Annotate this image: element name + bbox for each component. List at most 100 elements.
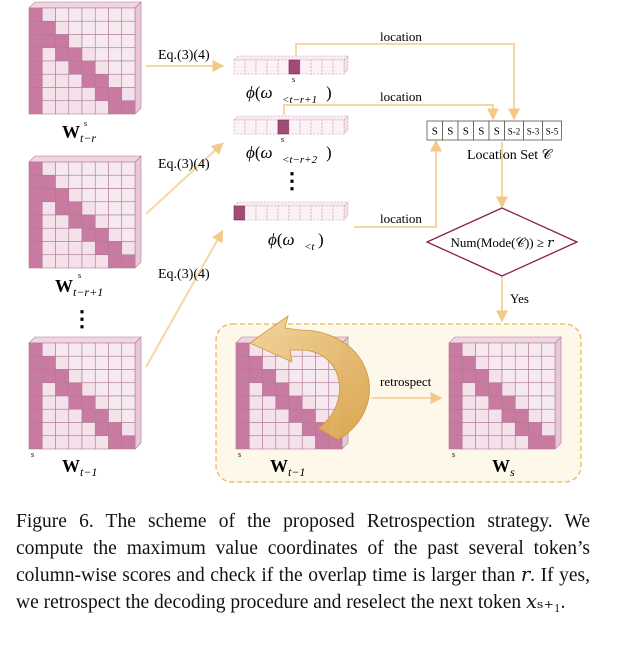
matrix-cell — [108, 7, 123, 22]
matrix-top — [28, 336, 142, 344]
matrix-cell — [55, 73, 70, 88]
vector-cell — [244, 119, 257, 135]
svg-text:): ) — [318, 230, 324, 249]
svg-text:W: W — [270, 456, 288, 476]
matrix-cell — [28, 435, 43, 450]
matrix-cell — [41, 100, 56, 115]
matrix-cell — [41, 408, 56, 423]
matrix-cell — [275, 435, 290, 450]
matrix-cell — [121, 408, 136, 423]
matrix-cell — [28, 87, 43, 102]
eq-label-2: Eq.(3)(4) — [158, 157, 210, 172]
svg-text:ϕ(ω: ϕ(ω — [246, 143, 273, 162]
matrix-cell — [68, 201, 83, 216]
matrix-cell — [28, 241, 43, 256]
matrix-cell — [528, 355, 543, 370]
matrix-cell — [121, 73, 136, 88]
matrix-cell — [448, 342, 463, 357]
matrix-cell — [55, 188, 70, 203]
matrix-cell — [248, 395, 263, 410]
matrix-cell — [288, 382, 303, 397]
matrix-cell — [28, 422, 43, 437]
matrix-cell — [94, 60, 109, 75]
matrix-cell — [81, 382, 96, 397]
matrix-w-t-minus-r-plus-1 — [28, 155, 142, 269]
matrix-w-s — [448, 336, 562, 450]
matrix-cell — [55, 408, 70, 423]
matrix-cell — [81, 395, 96, 410]
matrix-cell — [448, 408, 463, 423]
matrix-cell — [461, 408, 476, 423]
vector-top — [233, 115, 349, 121]
matrix-cell — [55, 227, 70, 242]
matrix-cell — [288, 422, 303, 437]
matrix-cell — [488, 435, 503, 450]
matrix-cell — [461, 342, 476, 357]
matrix-cell — [475, 382, 490, 397]
vector-cell — [255, 59, 268, 75]
matrix-cell — [528, 395, 543, 410]
matrix-cell — [301, 435, 316, 450]
matrix-side — [134, 155, 142, 269]
matrix-cell — [235, 408, 250, 423]
matrix-cell — [475, 355, 490, 370]
matrix-cell — [94, 161, 109, 176]
retrospection-diagram: W t−r s W t−r+1 s s W t−1 s W t−1 s W s … — [28, 1, 582, 483]
matrix-cell — [248, 355, 263, 370]
svg-text:W: W — [62, 456, 80, 476]
matrix-cell — [541, 395, 556, 410]
vector-cell — [288, 205, 301, 221]
matrix-side — [554, 336, 562, 450]
matrix-cell — [121, 422, 136, 437]
matrix-cell — [501, 382, 516, 397]
matrix-cell — [41, 435, 56, 450]
matrix-cell — [94, 47, 109, 62]
matrix-cell — [55, 20, 70, 35]
matrix-cell — [28, 73, 43, 88]
matrix-cell — [121, 174, 136, 189]
matrix-cell — [81, 174, 96, 189]
location-arrow-1 — [295, 43, 520, 121]
vector-cell — [332, 119, 345, 135]
vector-cell — [244, 59, 257, 75]
matrix-cell — [108, 60, 123, 75]
matrix-cell — [475, 435, 490, 450]
matrix-cell — [528, 369, 543, 384]
matrix-cell — [501, 369, 516, 384]
matrix-cell — [41, 7, 56, 22]
matrix-cell — [475, 408, 490, 423]
matrix-cell — [81, 60, 96, 75]
matrix-cell — [235, 422, 250, 437]
matrix-cell — [81, 214, 96, 229]
matrix-cell — [475, 395, 490, 410]
matrix-cell — [514, 369, 529, 384]
location-cell-label: S — [494, 126, 500, 138]
vector-phi-1 — [233, 55, 349, 75]
matrix-cell — [301, 355, 316, 370]
matrix-cell — [68, 408, 83, 423]
matrix-cell — [301, 422, 316, 437]
matrix-cell — [81, 435, 96, 450]
matrix-cell — [68, 227, 83, 242]
matrix-cell — [41, 47, 56, 62]
matrix-cell — [55, 60, 70, 75]
matrix-cell — [41, 395, 56, 410]
matrix-cell — [68, 342, 83, 357]
matrix-cell — [68, 60, 83, 75]
matrix-cell — [81, 7, 96, 22]
matrix-cell — [81, 241, 96, 256]
vector-cell — [321, 59, 334, 75]
matrix-cell — [315, 382, 330, 397]
vector-cell — [299, 119, 312, 135]
matrix-cell — [108, 342, 123, 357]
retrospect-label: retrospect — [380, 374, 432, 389]
matrix-cell — [68, 188, 83, 203]
vector-phi-2 — [233, 115, 349, 135]
matrix-cell — [68, 100, 83, 115]
matrix-cell — [81, 201, 96, 216]
matrix-cell — [108, 408, 123, 423]
matrix-cell — [475, 342, 490, 357]
location-arrow-3 — [354, 139, 442, 228]
location-label-2: location — [380, 89, 422, 104]
matrix-cell — [68, 382, 83, 397]
